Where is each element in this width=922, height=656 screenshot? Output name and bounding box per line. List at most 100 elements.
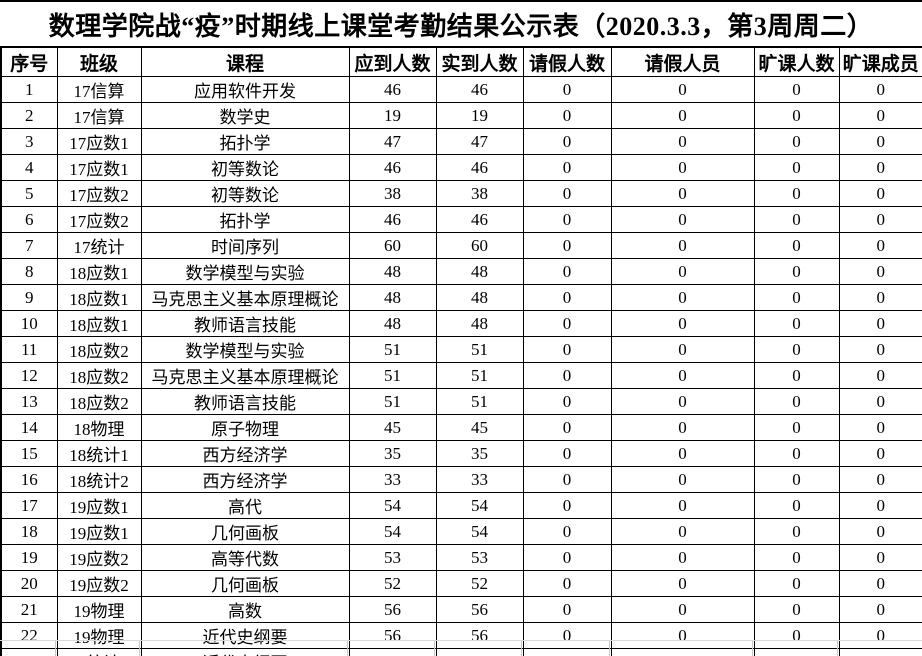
table-cell-absence-names: 0 <box>838 102 922 129</box>
table-cell-absence-count: 0 <box>753 154 840 181</box>
table-cell-absence-names: 0 <box>838 206 922 233</box>
table-cell-index: 7 <box>0 232 58 259</box>
top-border-line <box>0 0 922 2</box>
table-row: 15 18统计1 西方经济学 35 35 0 0 0 0 <box>0 440 922 467</box>
table-cell-leave-count: 0 <box>522 544 612 571</box>
table-cell-expected-count: 47 <box>348 128 437 155</box>
table-row: 9 18应数1 马克思主义基本原理概论 48 48 0 0 0 0 <box>0 284 922 311</box>
table-cell-absence-count: 0 <box>753 232 840 259</box>
table-cell-course: 马克思主义基本原理概论 <box>140 284 350 311</box>
table-row: 19 19应数2 高等代数 53 53 0 0 0 0 <box>0 544 922 571</box>
table-cell-course: 教师语言技能 <box>140 388 350 415</box>
table-cell-course: 教师语言技能 <box>140 310 350 337</box>
table-cell-course: 高数 <box>140 596 350 623</box>
empty-cell <box>0 641 56 656</box>
table-cell-absence-count: 0 <box>753 622 840 649</box>
table-row: 14 18物理 原子物理 45 45 0 0 0 0 <box>0 414 922 441</box>
table-cell-absence-count: 0 <box>753 440 840 467</box>
table-cell-index: 2 <box>0 102 58 129</box>
table-cell-absence-count: 0 <box>753 76 840 103</box>
table-cell-expected-count: 52 <box>348 570 437 597</box>
table-row: 12 18应数2 马克思主义基本原理概论 51 51 0 0 0 0 <box>0 362 922 389</box>
table-row: 13 18应数2 教师语言技能 51 51 0 0 0 0 <box>0 388 922 415</box>
column-header-absence-names: 旷课成员 <box>838 46 922 77</box>
table-cell-leave-count: 0 <box>522 284 612 311</box>
table-cell-leave-count: 0 <box>522 570 612 597</box>
table-cell-absence-names: 0 <box>838 154 922 181</box>
table-cell-index: 14 <box>0 414 58 441</box>
table-cell-leave-count: 0 <box>522 622 612 649</box>
table-cell-absence-count: 0 <box>753 336 840 363</box>
table-cell-index: 4 <box>0 154 58 181</box>
table-cell-absence-count: 0 <box>753 180 840 207</box>
attendance-table: 序号 班级 课程 应到人数 实到人数 请假人数 请假人员 旷课人数 旷课成员 1 17信算 应用软件… <box>0 46 922 656</box>
table-cell-absence-count: 0 <box>753 258 840 285</box>
table-cell-expected-count: 46 <box>348 76 437 103</box>
table-cell-index: 16 <box>0 466 58 493</box>
table-cell-absence-names: 0 <box>838 180 922 207</box>
table-cell-absence-count: 0 <box>753 518 840 545</box>
table-cell-absence-count: 0 <box>753 596 840 623</box>
table-row: 5 17应数2 初等数论 38 38 0 0 0 0 <box>0 180 922 207</box>
table-cell-actual-count: 51 <box>435 362 524 389</box>
table-cell-course: 数学模型与实验 <box>140 336 350 363</box>
table-cell-absence-count: 0 <box>753 310 840 337</box>
table-cell-absence-names: 0 <box>838 258 922 285</box>
table-cell-class: 18应数1 <box>56 284 142 311</box>
table-cell-absence-count: 0 <box>753 284 840 311</box>
table-cell-class: 18应数2 <box>56 336 142 363</box>
table-cell-index: 5 <box>0 180 58 207</box>
table-cell-expected-count: 46 <box>348 154 437 181</box>
table-row: 20 19应数2 几何画板 52 52 0 0 0 0 <box>0 570 922 597</box>
table-cell-index: 8 <box>0 258 58 285</box>
table-cell-actual-count: 56 <box>435 622 524 649</box>
table-row: 2319统计1近代史纲要48480000 <box>0 648 922 656</box>
table-cell-index: 11 <box>0 336 58 363</box>
table-row: 7 17统计 时间序列 60 60 0 0 0 0 <box>0 232 922 259</box>
table-cell-expected-count: 35 <box>348 440 437 467</box>
table-cell-leave-count: 0 <box>522 102 612 129</box>
table-cell-absence-names: 0 <box>838 648 922 656</box>
table-cell-absence-names: 0 <box>838 362 922 389</box>
table-cell-absence-names: 0 <box>838 518 922 545</box>
table-cell-actual-count: 46 <box>435 154 524 181</box>
table-cell-class: 18统计2 <box>56 466 142 493</box>
table-cell-index: 3 <box>0 128 58 155</box>
table-cell-absence-count: 0 <box>753 570 840 597</box>
table-row: 22 19物理 近代史纲要 56 56 0 0 0 0 <box>0 622 922 649</box>
table-cell-expected-count: 46 <box>348 206 437 233</box>
table-cell-absence-names: 0 <box>838 544 922 571</box>
table-cell-course: 几何画板 <box>140 570 350 597</box>
table-cell-absence-names: 0 <box>838 466 922 493</box>
table-cell-leave-count: 0 <box>522 310 612 337</box>
table-cell-leave-names: 0 <box>610 336 755 363</box>
table-cell-class: 18应数1 <box>56 310 142 337</box>
table-cell-course: 高代 <box>140 492 350 519</box>
table-cell-expected-count: 51 <box>348 336 437 363</box>
table-cell-absence-names: 0 <box>838 284 922 311</box>
table-cell-class: 17应数1 <box>56 128 142 155</box>
table-cell-class: 19应数2 <box>56 544 142 571</box>
table-cell-leave-count: 0 <box>522 388 612 415</box>
table-cell-course: 初等数论 <box>140 154 350 181</box>
table-cell-class: 17信算 <box>56 76 142 103</box>
table-cell-class: 18应数2 <box>56 388 142 415</box>
table-cell-course: 几何画板 <box>140 518 350 545</box>
table-cell-expected-count: 38 <box>348 180 437 207</box>
table-cell-actual-count: 19 <box>435 102 524 129</box>
table-cell-course: 数学模型与实验 <box>140 258 350 285</box>
table-cell-absence-count: 0 <box>753 206 840 233</box>
table-cell-actual-count: 54 <box>435 492 524 519</box>
table-cell-leave-names: 0 <box>610 544 755 571</box>
table-row: 21 19物理 高数 56 56 0 0 0 0 <box>0 596 922 623</box>
column-header-class: 班级 <box>56 46 142 77</box>
table-cell-actual-count: 35 <box>435 440 524 467</box>
empty-cell <box>522 641 610 656</box>
table-cell-class: 18物理 <box>56 414 142 441</box>
table-cell-index: 1 <box>0 76 58 103</box>
table-cell-index: 15 <box>0 440 58 467</box>
column-header-expected-count: 应到人数 <box>348 46 437 77</box>
table-cell-class: 18统计1 <box>56 440 142 467</box>
table-cell-actual-count: 38 <box>435 180 524 207</box>
